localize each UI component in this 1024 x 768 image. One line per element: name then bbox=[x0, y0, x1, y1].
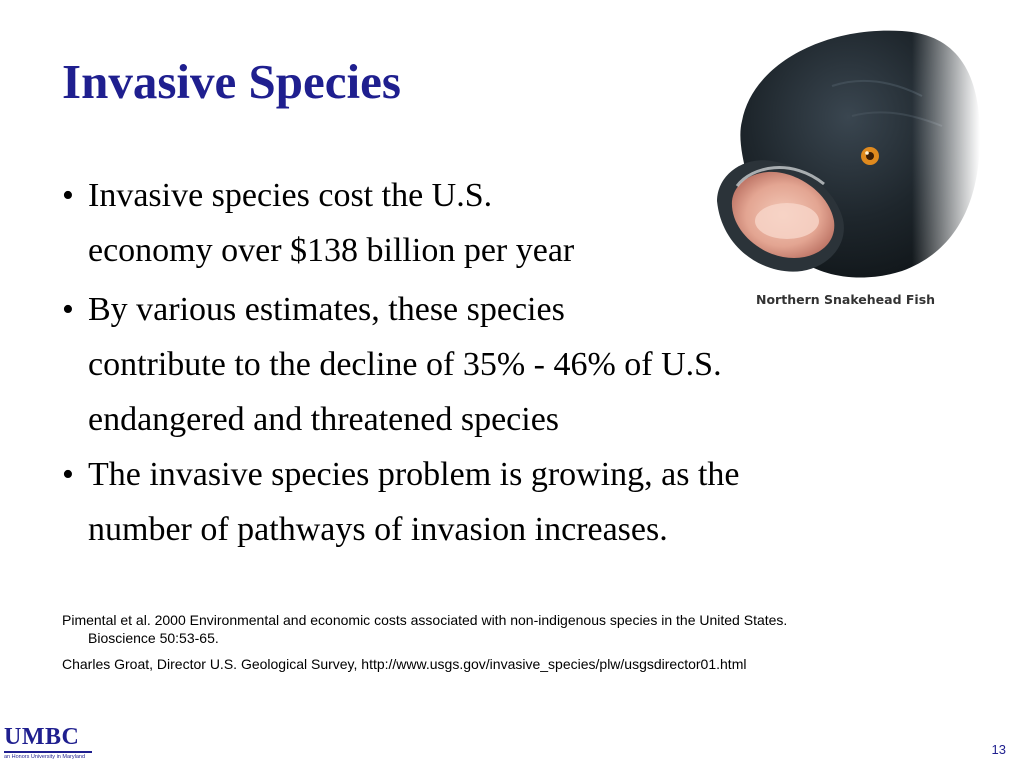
snakehead-fish-image: Northern Snakehead Fish bbox=[712, 26, 980, 320]
bullet-line: contribute to the decline of 35% - 46% o… bbox=[88, 346, 722, 383]
bullet-item: • By various estimates, these species co… bbox=[62, 282, 722, 447]
bullet-line: endangered and threatened species bbox=[88, 401, 560, 438]
page-number: 13 bbox=[991, 742, 1006, 757]
logo-tagline: an Honors University in Maryland bbox=[4, 754, 86, 760]
bullet-item: • The invasive species problem is growin… bbox=[62, 447, 740, 557]
umbc-logo: UMBC an Honors University in Maryland bbox=[4, 724, 94, 764]
reference-line: Charles Groat, Director U.S. Geological … bbox=[62, 656, 747, 672]
reference-line: Pimental et al. 2000 Environmental and e… bbox=[62, 612, 788, 628]
logo-rule bbox=[4, 751, 92, 753]
bullet-line: economy over $138 billion per year bbox=[88, 232, 575, 269]
bullet-marker: • bbox=[62, 291, 74, 328]
logo-wordmark: UMBC bbox=[4, 724, 80, 750]
reference-line: Bioscience 50:53-65. bbox=[88, 630, 219, 646]
references: Pimental et al. 2000 Environmental and e… bbox=[62, 611, 787, 673]
bullet-line: The invasive species problem is growing,… bbox=[88, 456, 740, 493]
fish-illustration bbox=[717, 26, 980, 286]
bullet-line: By various estimates, these species bbox=[88, 291, 565, 328]
slide-title: Invasive Species bbox=[62, 54, 401, 109]
bullet-line: Invasive species cost the U.S. bbox=[88, 177, 493, 214]
image-caption: Northern Snakehead Fish bbox=[756, 292, 936, 307]
bullet-item: • Invasive species cost the U.S. economy… bbox=[62, 168, 574, 278]
bullet-line: number of pathways of invasion increases… bbox=[88, 511, 668, 548]
bullet-marker: • bbox=[62, 177, 74, 214]
bullet-marker: • bbox=[62, 456, 74, 493]
